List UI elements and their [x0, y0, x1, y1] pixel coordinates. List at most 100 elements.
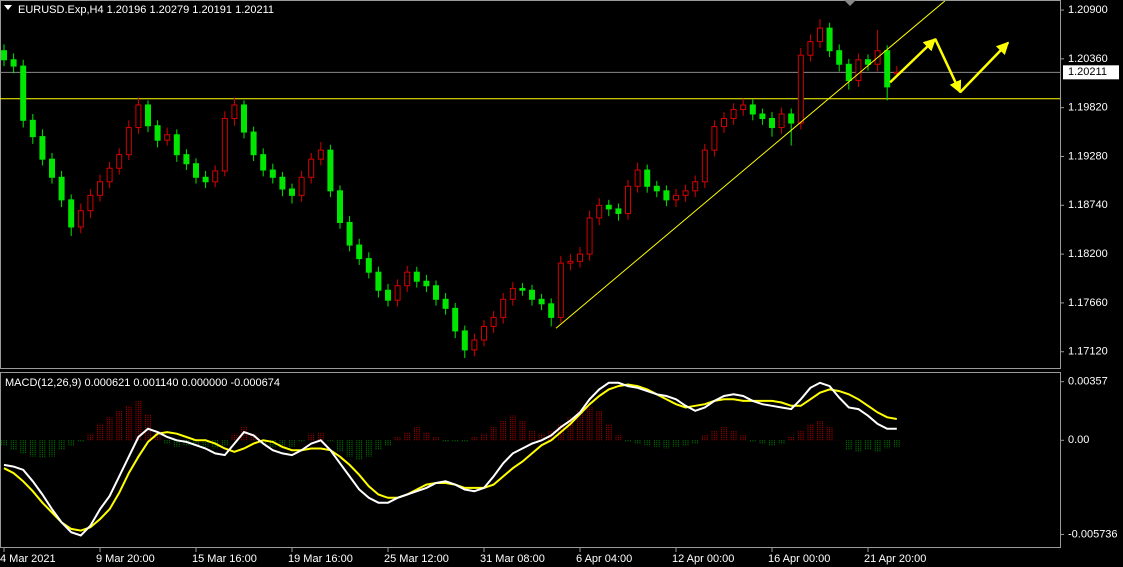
candle-body: [20, 65, 27, 121]
candle-body: [529, 289, 535, 300]
candle-body: [490, 316, 497, 327]
trendline: [555, 0, 946, 329]
candle-body: [653, 185, 660, 192]
candle-body: [202, 176, 209, 183]
candle-body: [634, 169, 641, 187]
candle-body: [394, 285, 401, 301]
candle-body: [356, 244, 363, 260]
forecast-arrow: [889, 38, 937, 84]
candle-body: [596, 204, 603, 219]
candle-body: [797, 54, 804, 124]
candle-body: [279, 176, 286, 190]
candle-body: [788, 113, 795, 124]
x-tick-label: 21 Apr 20:00: [864, 553, 926, 565]
candle-body: [260, 154, 267, 171]
candle-body: [769, 118, 775, 129]
candle-body: [298, 176, 305, 196]
macd-panel: [0, 372, 1061, 548]
candle-body: [221, 118, 228, 172]
candle-body: [836, 50, 843, 65]
candle-body: [855, 59, 862, 82]
candle-body: [557, 262, 564, 318]
candle-body: [845, 63, 852, 82]
candle-body: [413, 271, 420, 282]
candle-body: [509, 287, 516, 300]
candle-body: [68, 199, 75, 228]
candle-body: [375, 271, 382, 291]
candle-body: [193, 163, 199, 178]
candle-body: [77, 210, 84, 228]
price-panel: [0, 0, 1061, 369]
candle-body: [644, 169, 651, 187]
x-tick-label: 12 Apr 00:00: [672, 553, 734, 565]
candle-body: [317, 149, 324, 160]
menu-arrow[interactable]: [4, 5, 12, 10]
candle-body: [749, 104, 756, 115]
candle-body: [500, 298, 507, 318]
y-tick-label: 1.18740: [1068, 199, 1108, 211]
x-tick-label: 16 Apr 00:00: [768, 553, 830, 565]
candle-body: [682, 190, 689, 196]
candle-body: [442, 298, 449, 309]
candle-body: [865, 59, 871, 65]
candle-body: [673, 194, 679, 201]
candle-body: [778, 113, 785, 129]
candle-body: [241, 104, 247, 133]
candle-body: [29, 119, 36, 138]
macd-title: MACD(12,26,9) 0.000621 0.001140 0.000000…: [5, 377, 280, 389]
candle-body: [759, 113, 766, 120]
candle-body: [807, 41, 814, 56]
signal-line: [3, 383, 897, 532]
candle-body: [145, 104, 151, 127]
candle-body: [327, 149, 334, 192]
forecast-arrow: [959, 41, 1010, 94]
y-tick-label: 1.19280: [1068, 150, 1108, 162]
x-tick-label: 9 Mar 20:00: [96, 553, 155, 565]
forecast-arrow: [934, 38, 962, 94]
candle-body: [116, 154, 123, 169]
candle-body: [385, 289, 391, 301]
candle-body: [58, 176, 65, 201]
candle-body: [135, 104, 142, 129]
candle-body: [577, 253, 583, 262]
candle-body: [87, 194, 94, 212]
candle-body: [164, 134, 171, 141]
candle-body: [173, 134, 180, 156]
candle-body: [817, 27, 823, 43]
candle-body: [269, 169, 276, 178]
candle-body: [721, 118, 727, 128]
candle-body: [39, 136, 46, 160]
y-tick-label: -0.005736: [1068, 528, 1118, 540]
y-tick-label: 1.19820: [1068, 102, 1108, 114]
y-tick-label: 0.00: [1068, 434, 1089, 446]
candle-body: [663, 190, 670, 201]
macd-line: [3, 381, 897, 537]
y-tick-label: 1.17660: [1068, 297, 1108, 309]
x-tick-label: 6 Apr 04:00: [576, 553, 632, 565]
candle-body: [625, 185, 631, 214]
candle-body: [692, 181, 699, 192]
y-tick-label: 0.00357: [1068, 376, 1108, 388]
candle-body: [730, 108, 737, 120]
candle-body: [154, 125, 161, 141]
candle-body: [615, 208, 622, 214]
candle-body: [548, 303, 555, 318]
candle-body: [461, 330, 468, 351]
y-tick-label: 1.17120: [1068, 346, 1108, 358]
candle-body: [740, 104, 747, 110]
candle-body: [337, 190, 343, 223]
candle-body: [605, 204, 612, 210]
candle-body: [519, 287, 526, 291]
candle-body: [125, 127, 132, 156]
x-tick-label: 4 Mar 2021: [0, 553, 56, 565]
y-tick-label: 1.18200: [1068, 248, 1108, 260]
macd-plot: [1, 381, 900, 537]
current-price-label: 1.20211: [1068, 66, 1107, 78]
candle-body: [250, 131, 257, 156]
x-tick-label: 31 Mar 08:00: [480, 553, 545, 565]
candle-body: [884, 50, 891, 88]
candle-body: [567, 260, 574, 264]
candle-body: [49, 158, 55, 178]
